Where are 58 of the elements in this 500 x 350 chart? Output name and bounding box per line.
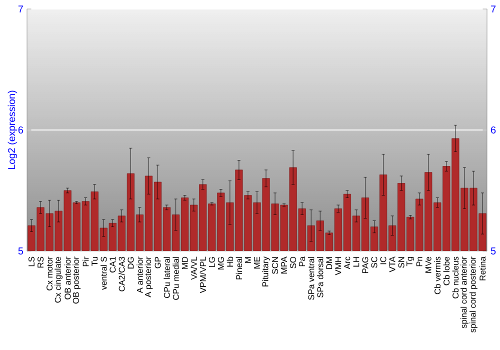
y2-tick-label: 7 bbox=[491, 6, 496, 12]
x-tick-label: Pir bbox=[82, 256, 89, 266]
x-tick-label: A posterior bbox=[144, 256, 153, 298]
x-tick-label: A anterior bbox=[136, 256, 143, 294]
x-tick-label: MD bbox=[182, 256, 188, 269]
x-tick-label: DM bbox=[326, 257, 332, 269]
x-tick-label: Cx motor bbox=[46, 256, 53, 290]
x-tick-label: Arc bbox=[344, 256, 350, 270]
x-tick-label: SN bbox=[398, 257, 404, 268]
y2-tick-label: 5 bbox=[490, 248, 496, 254]
x-tick-label: OB posterior bbox=[72, 256, 81, 304]
x-tick-label: MVe bbox=[425, 256, 432, 273]
x-tick-label: GP bbox=[154, 256, 161, 268]
x-tick-label: spinal cord posterior bbox=[470, 256, 478, 332]
x-tick-label: SO bbox=[290, 256, 296, 268]
x-tick-label: Cb lobe bbox=[443, 256, 450, 286]
x-tick-label: Hb bbox=[226, 256, 234, 267]
x-tick-label: VMH bbox=[335, 257, 342, 276]
x-tick-label: spinal cord anterior bbox=[460, 256, 468, 328]
x-tick-label: M bbox=[245, 257, 251, 263]
y-tick-label: 5 bbox=[18, 248, 24, 254]
x-tick-label: CA2/CA3 bbox=[118, 256, 125, 292]
x-tick-label: OB anterior bbox=[64, 256, 71, 300]
x-tick-label: Tg bbox=[406, 256, 414, 266]
x-tick-label: VPM/VPL bbox=[200, 256, 206, 294]
x-tick-label: IC bbox=[380, 256, 386, 264]
x-tick-label: Pineal bbox=[236, 257, 242, 280]
y2-tick-label: 6 bbox=[491, 126, 496, 134]
x-tick-label: LG bbox=[208, 257, 215, 268]
x-tick-label: CPu medial bbox=[172, 257, 179, 300]
x-tick-label: RS bbox=[38, 256, 44, 268]
x-tick-label: VTA bbox=[389, 256, 396, 272]
x-tick-label: Pa bbox=[299, 256, 306, 266]
x-tick-label: ME bbox=[254, 256, 260, 268]
x-tick-label: SPa ventral bbox=[308, 257, 314, 300]
x-tick-label: SC bbox=[371, 256, 378, 268]
y-axis-title: Log2 (expression) bbox=[8, 90, 18, 170]
y-tick-label: 6 bbox=[18, 126, 24, 134]
x-tick-label: MG bbox=[218, 257, 224, 270]
x-tick-label: LH bbox=[353, 257, 360, 267]
y-tick-label: 7 bbox=[18, 6, 23, 12]
x-tick-label: Cx cingulate bbox=[54, 256, 63, 303]
x-tick-label: PAG bbox=[362, 257, 368, 274]
x-tick-label: Pn bbox=[416, 257, 422, 266]
x-tick-label: Pituitary bbox=[262, 256, 270, 286]
x-tick-label: DG bbox=[128, 257, 134, 268]
x-tick-label: SPa dorsal bbox=[317, 257, 324, 298]
x-tick-label: Cb nucleus bbox=[452, 256, 459, 298]
x-tick-label: VA/VL bbox=[190, 256, 197, 280]
x-tick-label: Retina bbox=[479, 256, 486, 280]
x-tick-label: Cb vermis bbox=[434, 256, 440, 294]
x-tick-label: ventral S bbox=[100, 256, 107, 290]
x-tick-label: CA1 bbox=[110, 256, 116, 272]
x-tick-label: CPu lateral bbox=[164, 257, 170, 298]
x-tick-label: MPA bbox=[281, 256, 287, 274]
x-tick-label: LS bbox=[28, 256, 35, 266]
x-tick-label: Tu bbox=[92, 257, 98, 266]
x-tick-label: SCN bbox=[272, 257, 278, 274]
